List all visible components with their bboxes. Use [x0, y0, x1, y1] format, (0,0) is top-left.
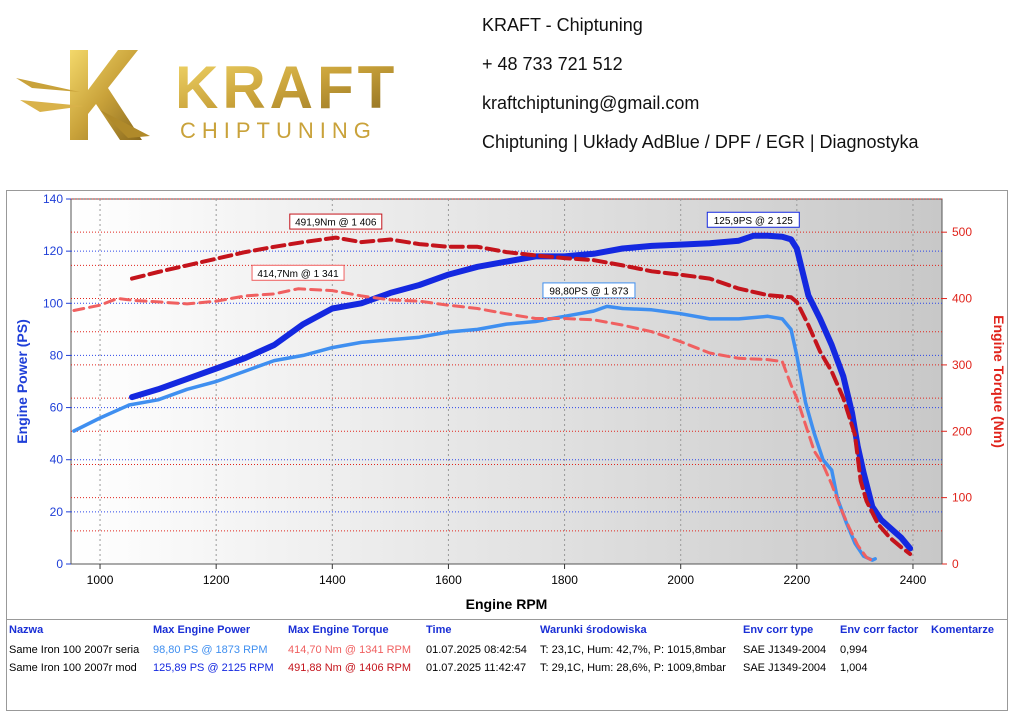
cell-conditions: T: 23,1C, Hum: 42,7%, P: 1015,8mbar — [540, 644, 726, 656]
torque-stock-line — [72, 287, 877, 564]
cell-name: Same Iron 100 2007r seria — [9, 644, 140, 656]
annotation-label: 491,9Nm @ 1 406 — [295, 218, 377, 229]
cell-corr-factor: 0,994 — [840, 644, 868, 656]
power-stock-line — [72, 304, 877, 562]
table-header-row: Nazwa Max Engine Power Max Engine Torque… — [7, 624, 1007, 642]
annotation-box — [289, 213, 383, 230]
table-row: Same Iron 100 2007r seria 98,80 PS @ 187… — [7, 644, 1007, 662]
y-tick-label: 20 — [50, 505, 64, 519]
peak-annotation: 491,9Nm @ 1 406 — [289, 213, 383, 230]
y-axis-label: Engine Power (PS) — [14, 319, 30, 443]
services-line: Chiptuning | Układy AdBlue / DPF / EGR |… — [482, 132, 919, 152]
logo-emblem — [16, 50, 150, 140]
y-tick-label: 80 — [50, 348, 64, 362]
col-header-conditions: Warunki środowiska — [540, 624, 647, 636]
cell-max-power: 98,80 PS @ 1873 RPM — [153, 644, 268, 656]
col-header-max-torque: Max Engine Torque — [288, 624, 389, 636]
y2-tick-label: 400 — [952, 292, 972, 306]
table-row: Same Iron 100 2007r mod 125,89 PS @ 2125… — [7, 662, 1007, 680]
cell-conditions: T: 29,1C, Hum: 28,6%, P: 1009,8mbar — [540, 662, 726, 674]
y2-tick-label: 0 — [952, 557, 959, 571]
email-address: kraftchiptuning@gmail.com — [482, 93, 700, 113]
col-header-time: Time — [426, 624, 452, 636]
x-tick-label: 1800 — [551, 573, 578, 587]
cell-max-power: 125,89 PS @ 2125 RPM — [153, 662, 274, 674]
cell-name: Same Iron 100 2007r mod — [9, 662, 137, 674]
cell-max-torque: 491,88 Nm @ 1406 RPM — [288, 662, 412, 674]
contact-block: KRAFT - Chiptuning + 48 733 721 512 kraf… — [482, 6, 919, 162]
peak-annotation: 125,9PS @ 2 125 — [706, 211, 800, 228]
y-tick-label: 100 — [43, 296, 63, 310]
x-axis-label: Engine RPM — [466, 596, 548, 612]
chart-canvas: 1000 1200 1400 1600 1800 2000 2200 240002040608… — [14, 192, 1007, 612]
y-tick-label: 140 — [43, 192, 63, 206]
y-tick-label: 60 — [50, 401, 64, 415]
logo-text: KRAFT — [175, 54, 398, 121]
dyno-chart: 1000 1200 1400 1600 1800 2000 2200 2400 0 20 40 60 8… — [6, 190, 1008, 620]
x-tick-label: 1600 — [435, 573, 462, 587]
annotation-box — [706, 211, 800, 228]
x-tick-label: 2000 — [667, 573, 694, 587]
x-tick-label: 2400 — [900, 573, 927, 587]
cell-time: 01.07.2025 08:42:54 — [426, 644, 527, 656]
y2-axis-label: Engine Torque (Nm) — [991, 315, 1007, 448]
y2-tick-label: 100 — [952, 491, 972, 505]
kraft-logo: KRAFT CHIPTUNING — [16, 50, 398, 143]
y2-tick-label: 200 — [952, 424, 972, 438]
results-table: Nazwa Max Engine Power Max Engine Torque… — [6, 620, 1008, 711]
annotation-label: 414,7Nm @ 1 341 — [257, 269, 339, 280]
y2-tick-label: 300 — [952, 358, 972, 372]
y-tick-label: 120 — [43, 244, 63, 258]
cell-corr-type: SAE J1349-2004 — [743, 662, 827, 674]
cell-corr-factor: 1,004 — [840, 662, 868, 674]
logo-subtext: CHIPTUNING — [180, 118, 377, 143]
annotation-label: 125,9PS @ 2 125 — [714, 216, 794, 227]
cell-max-torque: 414,70 Nm @ 1341 RPM — [288, 644, 412, 656]
peak-annotation: 98,80PS @ 1 873 — [542, 282, 636, 299]
y-tick-label: 40 — [50, 453, 64, 467]
annotation-box — [251, 264, 345, 281]
phone-number: + 48 733 721 512 — [482, 54, 623, 74]
y-tick-label: 0 — [56, 557, 63, 571]
x-tick-label: 1000 — [87, 573, 114, 587]
torque-mod-line — [130, 235, 913, 556]
x-tick-label: 2200 — [783, 573, 810, 587]
x-tick-label: 1400 — [319, 573, 346, 587]
col-header-corr-type: Env corr type — [743, 624, 814, 636]
cell-corr-type: SAE J1349-2004 — [743, 644, 827, 656]
col-header-comments: Komentarze — [931, 624, 994, 636]
annotation-box — [542, 282, 636, 299]
company-name: KRAFT - Chiptuning — [482, 15, 643, 35]
col-header-max-power: Max Engine Power — [153, 624, 251, 636]
col-header-corr-factor: Env corr factor — [840, 624, 919, 636]
annotation-label: 98,80PS @ 1 873 — [549, 286, 629, 297]
y2-tick-label: 500 — [952, 225, 972, 239]
cell-time: 01.07.2025 11:42:47 — [426, 662, 527, 674]
peak-annotation: 414,7Nm @ 1 341 — [251, 264, 345, 281]
col-header-name: Nazwa — [9, 624, 44, 636]
x-tick-label: 1200 — [203, 573, 230, 587]
